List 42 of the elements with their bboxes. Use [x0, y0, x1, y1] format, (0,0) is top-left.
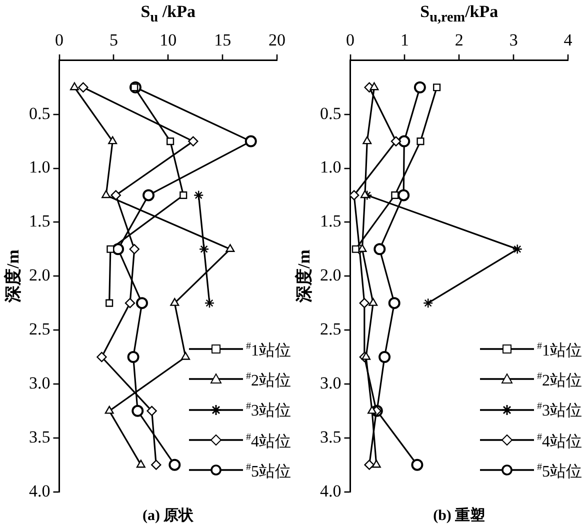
x-tick-label: 10	[160, 30, 177, 50]
x-tick-label: 3	[509, 30, 518, 50]
legend-label: $^{#}$4站位	[537, 430, 582, 452]
legend-label: $^{#}$5站位	[246, 461, 291, 482]
y-tick-label: 2.5	[320, 319, 342, 338]
y-tick-label: 2.5	[29, 319, 50, 338]
y-tick-label: 4.0	[320, 481, 342, 500]
y-tick-label: 3.0	[29, 373, 50, 392]
y-tick-label: 3.5	[320, 427, 342, 446]
x-tick-label: 15	[214, 30, 232, 50]
x-tick-label: 0	[346, 30, 354, 50]
x-tick-label: 2	[454, 30, 464, 50]
y-tick-label: 3.5	[29, 427, 50, 446]
y-tick-label: 1.0	[320, 158, 342, 177]
y-tick-label: 1.0	[29, 158, 50, 177]
legend-label: $^{#}$4站位	[246, 430, 291, 452]
x-tick-label: 5	[109, 30, 118, 50]
x-axis-title: S$_{u,rem}$/kPa	[420, 2, 498, 26]
y-tick-label: 2.0	[320, 266, 342, 285]
legend-label: $^{#}$3站位	[537, 400, 582, 422]
text: (a) 原状	[142, 506, 194, 525]
y-tick-label: 1.5	[29, 212, 50, 231]
legend-label: $^{#}$3站位	[246, 400, 291, 422]
text: (b) 重塑	[433, 506, 486, 525]
y-tick-label: 2.0	[29, 266, 50, 285]
x-tick-label: 1	[400, 30, 409, 50]
x-tick-label: 0	[55, 30, 64, 50]
y-tick-label: 0.5	[29, 104, 50, 123]
x-tick-label: 20	[268, 30, 286, 50]
legend-label: $^{#}$5站位	[537, 461, 582, 482]
legend-label: $^{#}$1站位	[246, 340, 291, 362]
y-axis-title: 深度/m	[2, 250, 24, 303]
y-tick-label: 3.0	[320, 373, 342, 392]
y-axis-title: 深度/m	[294, 250, 314, 303]
x-axis-title: S$_{u}$ /kPa	[140, 2, 196, 26]
x-tick-label: 4	[564, 30, 573, 50]
y-tick-label: 4.0	[29, 481, 50, 500]
y-tick-label: 0.5	[320, 104, 342, 123]
legend-label: $^{#}$1站位	[537, 340, 582, 362]
legend-label: $^{#}$2站位	[537, 370, 582, 392]
legend-label: $^{#}$2站位	[246, 370, 291, 392]
y-tick-label: 1.5	[320, 212, 342, 231]
